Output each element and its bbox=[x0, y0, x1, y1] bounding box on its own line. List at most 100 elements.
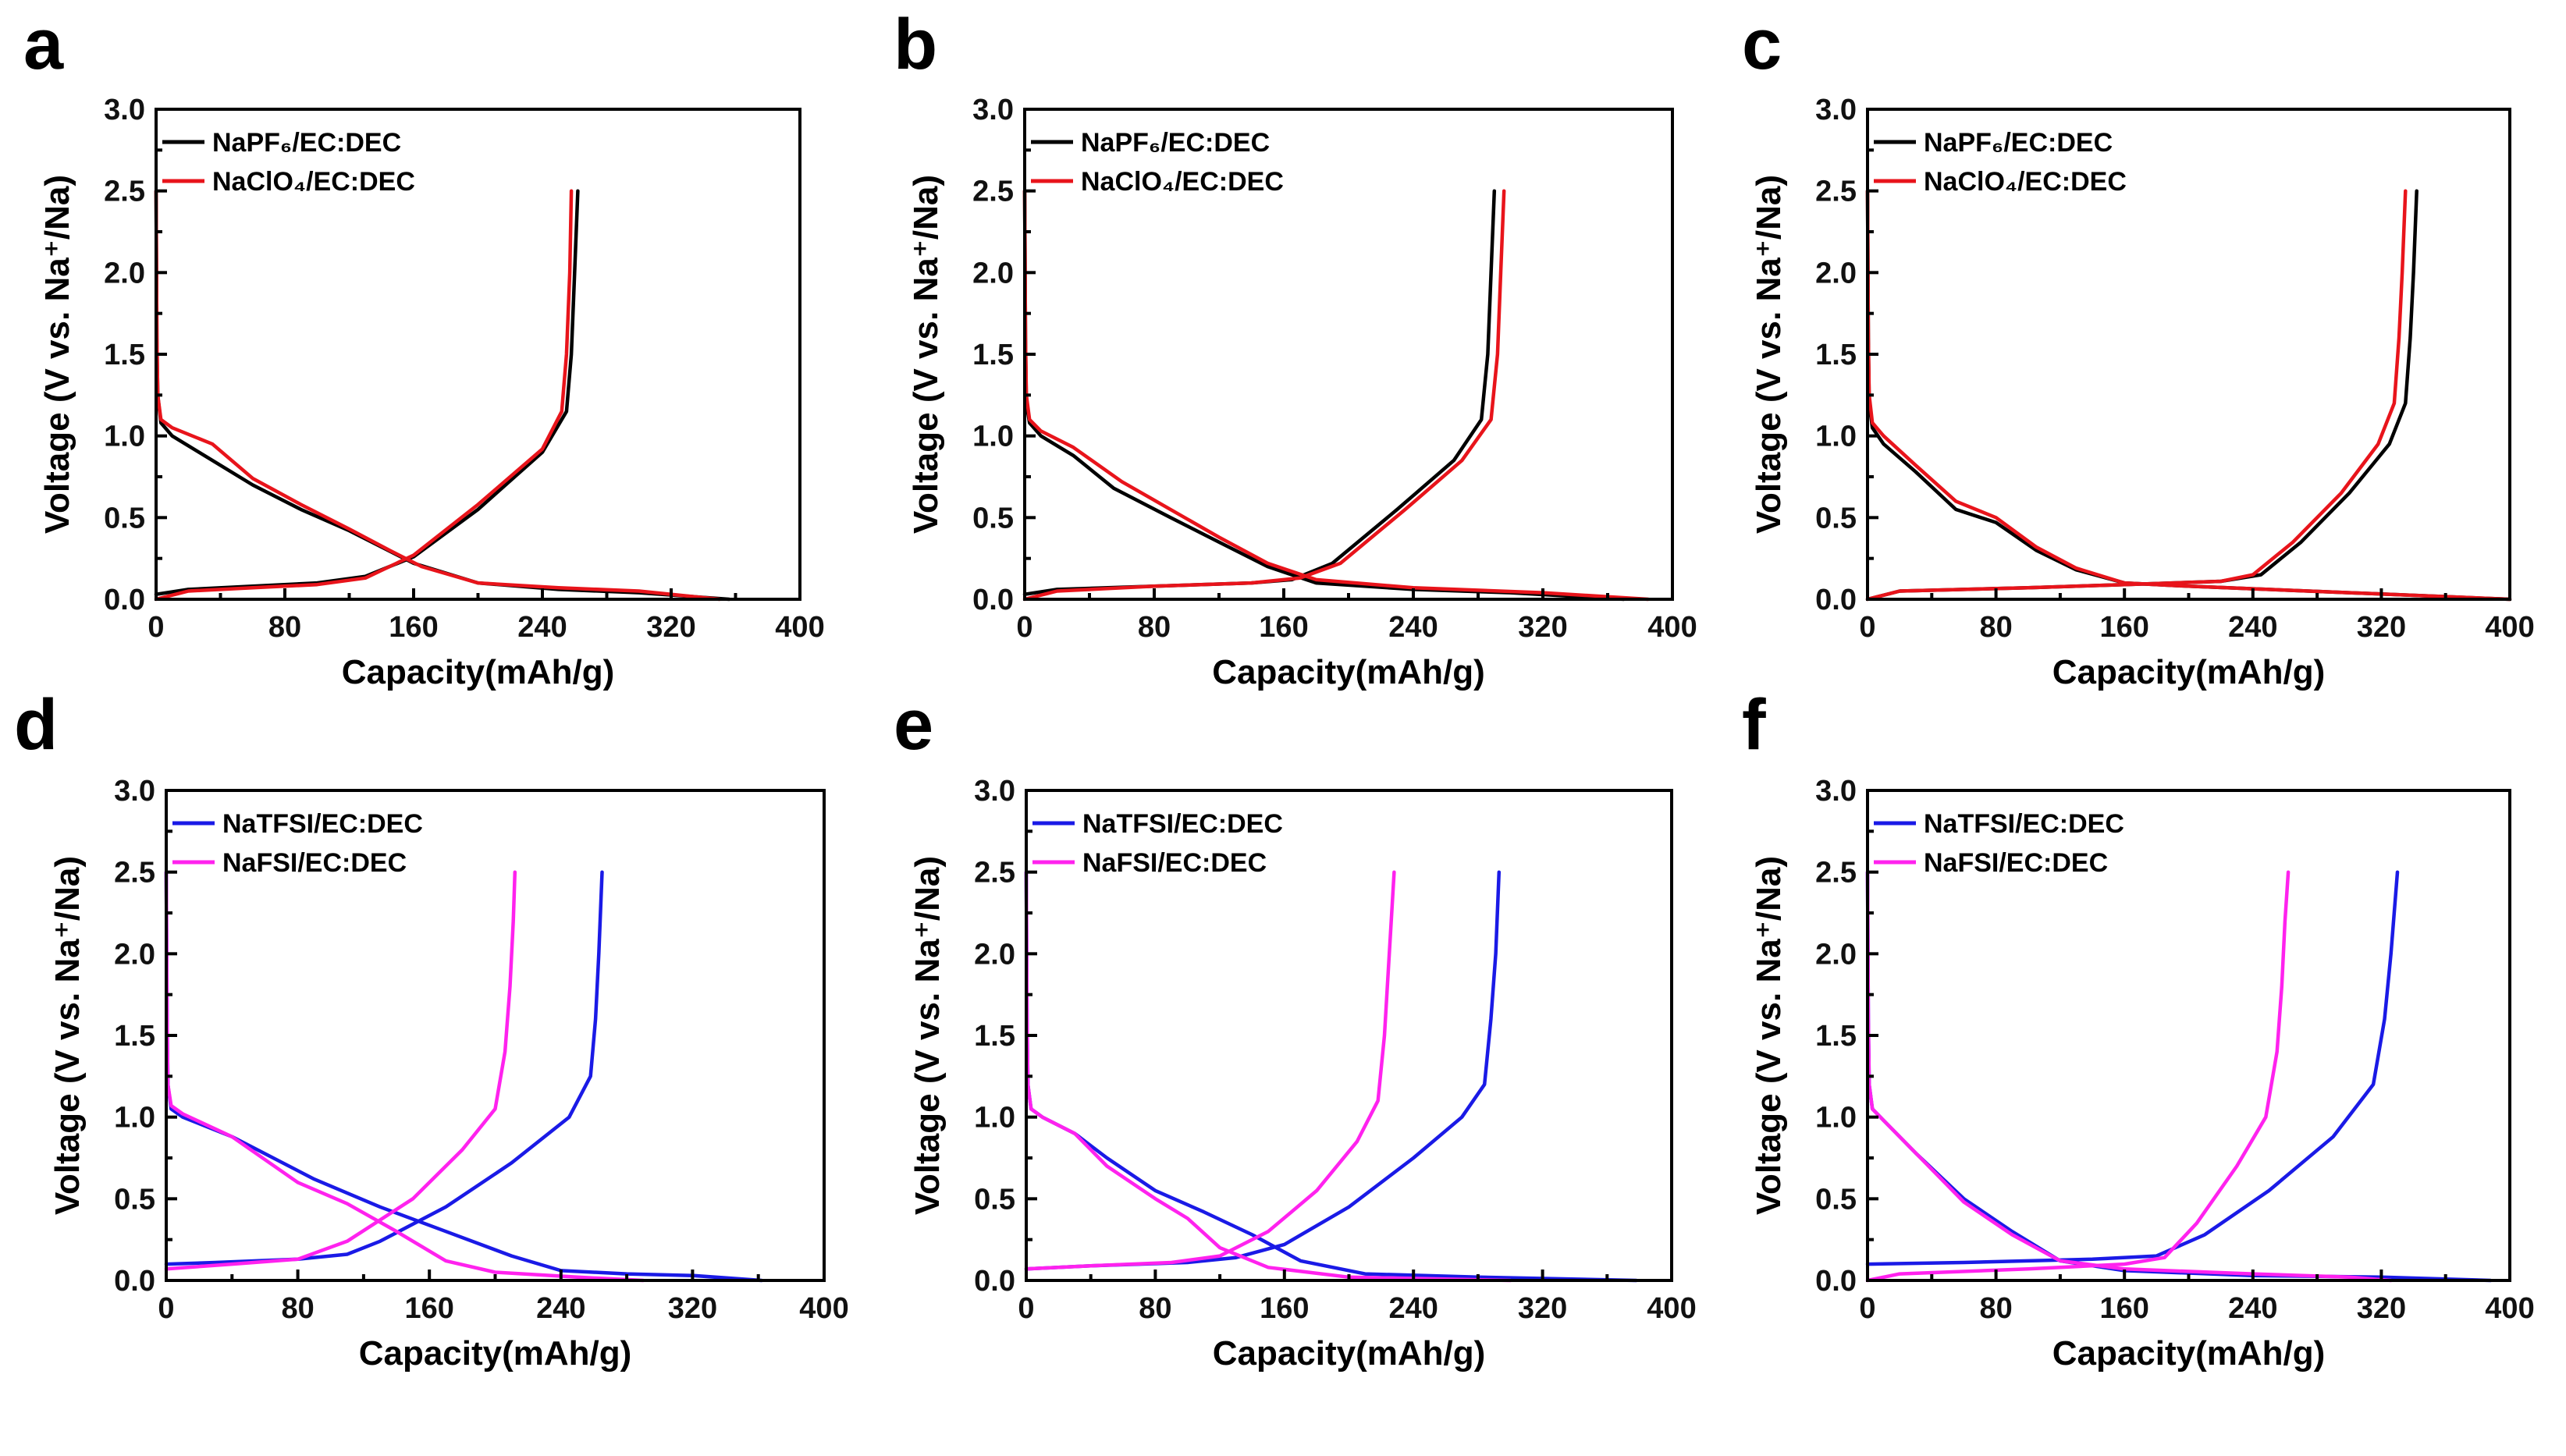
legend-label-c-0: NaPF₆/EC:DEC bbox=[1924, 128, 2113, 158]
series-line-f-0-charge bbox=[1865, 870, 2400, 1266]
x-tick-label-f-2: 160 bbox=[2099, 1292, 2148, 1325]
y-tick-label-d-6: 3.0 bbox=[114, 775, 155, 808]
series-line-a-1-discharge bbox=[154, 189, 722, 602]
legend-label-d-0: NaTFSI/EC:DEC bbox=[222, 809, 423, 839]
y-tick-label-d-0: 0.0 bbox=[114, 1265, 155, 1298]
y-tick-label-b-1: 0.5 bbox=[972, 502, 1014, 534]
y-tick-label-b-2: 1.0 bbox=[972, 421, 1014, 453]
x-tick-label-d-1: 80 bbox=[281, 1292, 314, 1325]
y-axis-label-c: Voltage (V vs. Na⁺/Na) bbox=[1750, 175, 1788, 534]
y-tick-label-d-1: 0.5 bbox=[114, 1183, 155, 1216]
series-line-d-1-discharge bbox=[164, 870, 645, 1283]
y-tick-label-a-3: 1.5 bbox=[104, 339, 145, 371]
y-tick-label-a-4: 2.0 bbox=[104, 257, 145, 289]
y-tick-label-f-4: 2.0 bbox=[1815, 938, 1857, 971]
y-tick-label-e-2: 1.0 bbox=[974, 1102, 1015, 1135]
x-tick-label-f-4: 320 bbox=[2357, 1292, 2406, 1325]
panel-f: f 0 80 160 240 320 400 0.0 0.5 1.0 1.5 2.0 2.5 3.0 Cap… bbox=[1742, 685, 2535, 1373]
x-tick-label-d-2: 160 bbox=[404, 1292, 453, 1325]
x-tick-label-d-5: 400 bbox=[799, 1292, 848, 1325]
y-tick-label-a-0: 0.0 bbox=[104, 584, 145, 616]
series-line-d-1-charge bbox=[164, 870, 517, 1271]
series-line-e-1-charge bbox=[1024, 870, 1396, 1271]
x-tick-label-f-5: 400 bbox=[2485, 1292, 2534, 1325]
y-tick-label-b-4: 2.0 bbox=[972, 257, 1014, 289]
y-tick-label-f-2: 1.0 bbox=[1815, 1102, 1857, 1135]
x-tick-label-b-3: 240 bbox=[1388, 611, 1438, 644]
y-tick-label-b-6: 3.0 bbox=[972, 94, 1014, 126]
x-axis-label-a: Capacity(mAh/g) bbox=[342, 653, 615, 691]
x-axis-label-d: Capacity(mAh/g) bbox=[359, 1334, 632, 1373]
x-tick-label-a-5: 400 bbox=[775, 611, 824, 644]
x-tick-label-b-1: 80 bbox=[1138, 611, 1171, 644]
y-tick-label-d-3: 1.5 bbox=[114, 1020, 155, 1053]
y-axis-label-f: Voltage (V vs. Na⁺/Na) bbox=[1750, 856, 1788, 1215]
panel-letter-b: b bbox=[894, 5, 937, 84]
x-tick-label-e-0: 0 bbox=[1018, 1292, 1034, 1325]
y-axis-label-a: Voltage (V vs. Na⁺/Na) bbox=[38, 175, 76, 534]
legend-label-e-0: NaTFSI/EC:DEC bbox=[1082, 809, 1283, 839]
legend-label-c-1: NaClO₄/EC:DEC bbox=[1924, 167, 2127, 197]
y-tick-label-d-4: 2.0 bbox=[114, 938, 155, 971]
y-tick-label-c-1: 0.5 bbox=[1815, 502, 1857, 534]
panel-letter-a: a bbox=[23, 5, 64, 84]
x-tick-label-b-5: 400 bbox=[1647, 611, 1697, 644]
x-tick-label-c-4: 320 bbox=[2357, 611, 2406, 644]
x-tick-label-a-3: 240 bbox=[517, 611, 567, 644]
x-axis-label-c: Capacity(mAh/g) bbox=[2052, 653, 2326, 691]
y-tick-label-c-6: 3.0 bbox=[1815, 94, 1857, 126]
y-tick-label-f-1: 0.5 bbox=[1815, 1183, 1857, 1216]
y-tick-label-e-6: 3.0 bbox=[974, 775, 1015, 808]
panel-a: a 0 80 160 240 320 400 0.0 0.5 1.0 1.5 2.0 2.5 3.0 Cap… bbox=[23, 5, 825, 691]
y-tick-label-c-4: 2.0 bbox=[1815, 257, 1857, 289]
panel-d: d 0 80 160 240 320 400 0.0 0.5 1.0 1.5 2.0 2.5 3.0 Cap… bbox=[14, 685, 849, 1373]
x-axis-label-b: Capacity(mAh/g) bbox=[1212, 653, 1485, 691]
x-tick-label-c-3: 240 bbox=[2228, 611, 2277, 644]
y-tick-label-d-2: 1.0 bbox=[114, 1102, 155, 1135]
y-tick-label-a-2: 1.0 bbox=[104, 421, 145, 453]
y-tick-label-e-1: 0.5 bbox=[974, 1183, 1015, 1216]
y-axis-label-b: Voltage (V vs. Na⁺/Na) bbox=[907, 175, 945, 534]
series-line-b-1-discharge bbox=[1022, 189, 1651, 602]
x-tick-label-c-1: 80 bbox=[1979, 611, 2012, 644]
legend-label-d-1: NaFSI/EC:DEC bbox=[222, 848, 407, 878]
legend-label-b-1: NaClO₄/EC:DEC bbox=[1081, 167, 1284, 197]
x-tick-label-c-2: 160 bbox=[2099, 611, 2148, 644]
y-tick-label-d-5: 2.5 bbox=[114, 857, 155, 890]
series-line-e-1-discharge bbox=[1024, 870, 1512, 1283]
y-axis-label-d: Voltage (V vs. Na⁺/Na) bbox=[48, 856, 87, 1215]
legend-label-b-0: NaPF₆/EC:DEC bbox=[1081, 128, 1270, 158]
x-tick-label-d-3: 240 bbox=[536, 1292, 585, 1325]
y-tick-label-e-5: 2.5 bbox=[974, 857, 1015, 890]
y-tick-label-e-3: 1.5 bbox=[974, 1020, 1015, 1053]
x-tick-label-e-4: 320 bbox=[1518, 1292, 1567, 1325]
x-tick-label-e-5: 400 bbox=[1647, 1292, 1696, 1325]
y-tick-label-f-6: 3.0 bbox=[1815, 775, 1857, 808]
panel-letter-c: c bbox=[1742, 5, 1782, 84]
panel-letter-e: e bbox=[894, 685, 933, 765]
panel-c: c 0 80 160 240 320 400 0.0 0.5 1.0 1.5 2.0 2.5 3.0 Cap… bbox=[1742, 5, 2535, 691]
y-tick-label-b-0: 0.0 bbox=[972, 584, 1014, 616]
legend-label-e-1: NaFSI/EC:DEC bbox=[1082, 848, 1267, 878]
x-tick-label-f-0: 0 bbox=[1859, 1292, 1875, 1325]
series-line-c-1-discharge bbox=[1865, 189, 2512, 602]
x-tick-label-c-0: 0 bbox=[1859, 611, 1875, 644]
x-axis-label-e: Capacity(mAh/g) bbox=[1213, 1334, 1486, 1373]
x-tick-label-e-3: 240 bbox=[1388, 1292, 1438, 1325]
y-tick-label-f-5: 2.5 bbox=[1815, 857, 1857, 890]
series-line-a-1-charge bbox=[154, 189, 574, 602]
series-line-b-1-charge bbox=[1022, 189, 1506, 602]
y-tick-label-c-3: 1.5 bbox=[1815, 339, 1857, 371]
legend-label-a-0: NaPF₆/EC:DEC bbox=[212, 128, 401, 158]
x-tick-label-b-4: 320 bbox=[1518, 611, 1567, 644]
y-tick-label-e-4: 2.0 bbox=[974, 938, 1015, 971]
y-tick-label-f-0: 0.0 bbox=[1815, 1265, 1857, 1298]
x-axis-label-f: Capacity(mAh/g) bbox=[2052, 1334, 2326, 1373]
panel-letter-d: d bbox=[14, 685, 58, 765]
panel-e: e 0 80 160 240 320 400 0.0 0.5 1.0 1.5 2.0 2.5 3.0 Cap… bbox=[894, 685, 1697, 1373]
x-tick-label-a-4: 320 bbox=[646, 611, 695, 644]
x-tick-label-f-1: 80 bbox=[1979, 1292, 2012, 1325]
legend-label-f-0: NaTFSI/EC:DEC bbox=[1924, 809, 2124, 839]
